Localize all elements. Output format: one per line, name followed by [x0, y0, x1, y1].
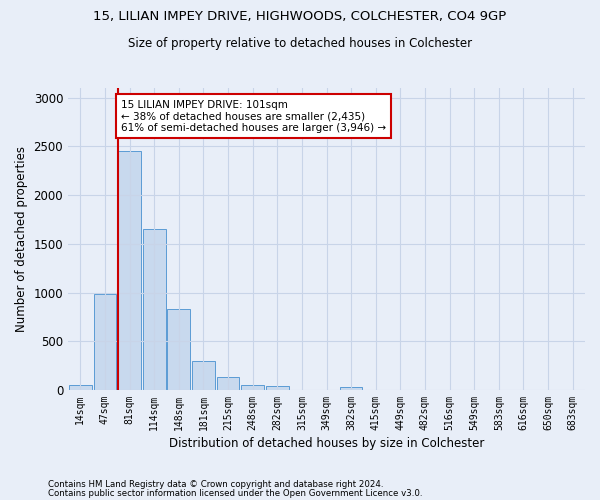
Text: Contains public sector information licensed under the Open Government Licence v3: Contains public sector information licen…	[48, 490, 422, 498]
Bar	[69, 384, 92, 390]
Text: 15, LILIAN IMPEY DRIVE, HIGHWOODS, COLCHESTER, CO4 9GP: 15, LILIAN IMPEY DRIVE, HIGHWOODS, COLCH…	[94, 10, 506, 23]
Bar	[340, 387, 362, 390]
Bar	[241, 385, 264, 390]
Bar	[94, 294, 116, 390]
Bar	[192, 360, 215, 390]
Bar	[167, 309, 190, 390]
Text: Contains HM Land Registry data © Crown copyright and database right 2024.: Contains HM Land Registry data © Crown c…	[48, 480, 383, 489]
Bar	[266, 386, 289, 390]
Bar	[118, 152, 141, 390]
Text: Size of property relative to detached houses in Colchester: Size of property relative to detached ho…	[128, 38, 472, 51]
X-axis label: Distribution of detached houses by size in Colchester: Distribution of detached houses by size …	[169, 437, 484, 450]
Bar	[143, 229, 166, 390]
Y-axis label: Number of detached properties: Number of detached properties	[15, 146, 28, 332]
Text: 15 LILIAN IMPEY DRIVE: 101sqm
← 38% of detached houses are smaller (2,435)
61% o: 15 LILIAN IMPEY DRIVE: 101sqm ← 38% of d…	[121, 100, 386, 133]
Bar	[217, 378, 239, 390]
